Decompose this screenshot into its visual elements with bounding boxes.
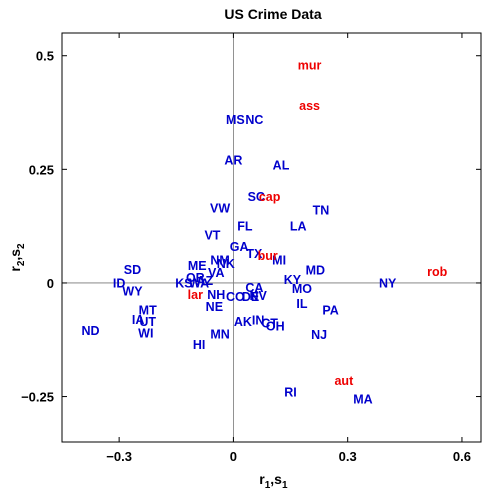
ylabel-sub2: 2 — [16, 243, 27, 249]
state-point-label: VA — [208, 266, 224, 280]
state-point-label: RI — [284, 386, 297, 400]
state-point-label: FL — [237, 220, 253, 234]
state-point-label: WI — [138, 326, 153, 340]
state-point-label: NC — [245, 113, 263, 127]
state-point-label: ND — [82, 324, 100, 338]
y-tick-label: 0.25 — [29, 162, 54, 177]
state-point-label: AK — [234, 315, 252, 329]
variable-point-label: lar — [188, 288, 203, 302]
state-point-label: MI — [272, 254, 286, 268]
state-point-label: AR — [224, 154, 242, 168]
y-tick-label: 0 — [47, 276, 54, 291]
svg-text:r1,s1: r1,s1 — [259, 471, 288, 491]
state-point-label: WY — [122, 285, 143, 299]
state-point-label: AL — [273, 158, 290, 172]
state-point-label: NE — [206, 300, 223, 314]
variable-point-label: ass — [299, 99, 320, 113]
state-point-label: CT — [261, 316, 278, 330]
state-point-label: CO — [226, 290, 245, 304]
state-point-label: VT — [204, 229, 220, 243]
ylabel-sub1: 2 — [16, 260, 27, 266]
state-point-label: IL — [296, 297, 307, 311]
xlabel-sep: , — [270, 471, 274, 487]
variable-point-label: mur — [298, 58, 322, 72]
state-point-label: KS — [175, 276, 192, 290]
xlabel-sub2: 1 — [282, 480, 288, 491]
state-point-label: HI — [193, 338, 206, 352]
state-point-label: MS — [226, 113, 245, 127]
state-point-label: MN — [210, 327, 229, 341]
variable-point-label: aut — [334, 374, 354, 388]
state-point-label: NH — [207, 288, 225, 302]
state-point-label: ME — [188, 259, 207, 273]
state-point-label: IN — [252, 314, 265, 328]
state-point-label: NK — [217, 257, 235, 271]
state-point-label: DE — [242, 290, 259, 304]
x-tick-label: 0.6 — [453, 449, 471, 464]
state-point-label: ID — [113, 276, 126, 290]
state-point-label: MT — [139, 304, 157, 318]
state-point-label: SC — [248, 190, 265, 204]
xlabel-base2: s — [274, 471, 282, 487]
state-point-label: GA — [230, 240, 249, 254]
state-point-label: OR — [186, 271, 205, 285]
state-point-label: MO — [292, 282, 312, 296]
state-point-label: NJ — [311, 328, 327, 342]
state-point-label: NM — [210, 254, 229, 268]
x-tick-label: 0.3 — [339, 449, 357, 464]
x-axis-label: r1,s1 — [259, 471, 288, 491]
variable-point-label: cap — [259, 190, 281, 204]
state-point-label: AZ — [197, 274, 214, 288]
x-tick-label: 0 — [230, 449, 237, 464]
variable-point-label: bur — [258, 249, 278, 263]
state-point-label: KY — [284, 273, 302, 287]
state-point-label: MA — [353, 392, 372, 406]
state-point-label: MD — [306, 264, 325, 278]
xlabel-base: r — [259, 471, 265, 487]
ylabel-base2: s — [7, 249, 23, 257]
xlabel-sub1: 1 — [265, 480, 271, 491]
y-tick-label: −0.25 — [21, 390, 54, 405]
y-tick-label: 0.5 — [36, 49, 54, 64]
state-point-label: OH — [266, 320, 285, 334]
state-point-label: VW — [210, 201, 230, 215]
state-point-label: TN — [313, 204, 330, 218]
state-point-label: PA — [322, 304, 338, 318]
plot-frame — [61, 32, 482, 443]
state-point-label: NY — [379, 276, 397, 290]
state-point-label: SD — [124, 263, 141, 277]
x-tick-label: −0.3 — [106, 449, 132, 464]
zero-lines — [62, 33, 481, 442]
state-point-label: TX — [246, 247, 263, 261]
ylabel-sep: , — [7, 257, 23, 261]
axis-ticks: −0.3 0 0.3 0.6 −0.25 0 0.25 0.5 — [21, 33, 481, 464]
y-axis-label: r2,s2 — [7, 243, 27, 272]
state-point-label: WA — [189, 276, 209, 290]
ylabel-base: r — [7, 266, 23, 272]
state-point-label: IA — [132, 313, 145, 327]
chart-title: US Crime Data — [224, 6, 321, 22]
svg-text:r2,s2: r2,s2 — [7, 243, 27, 272]
variable-point-label: rob — [427, 265, 448, 279]
state-point-label: CA — [245, 281, 263, 295]
state-point-label: UT — [139, 315, 156, 329]
state-point-label: NV — [249, 289, 267, 303]
state-point-label: LA — [290, 220, 307, 234]
